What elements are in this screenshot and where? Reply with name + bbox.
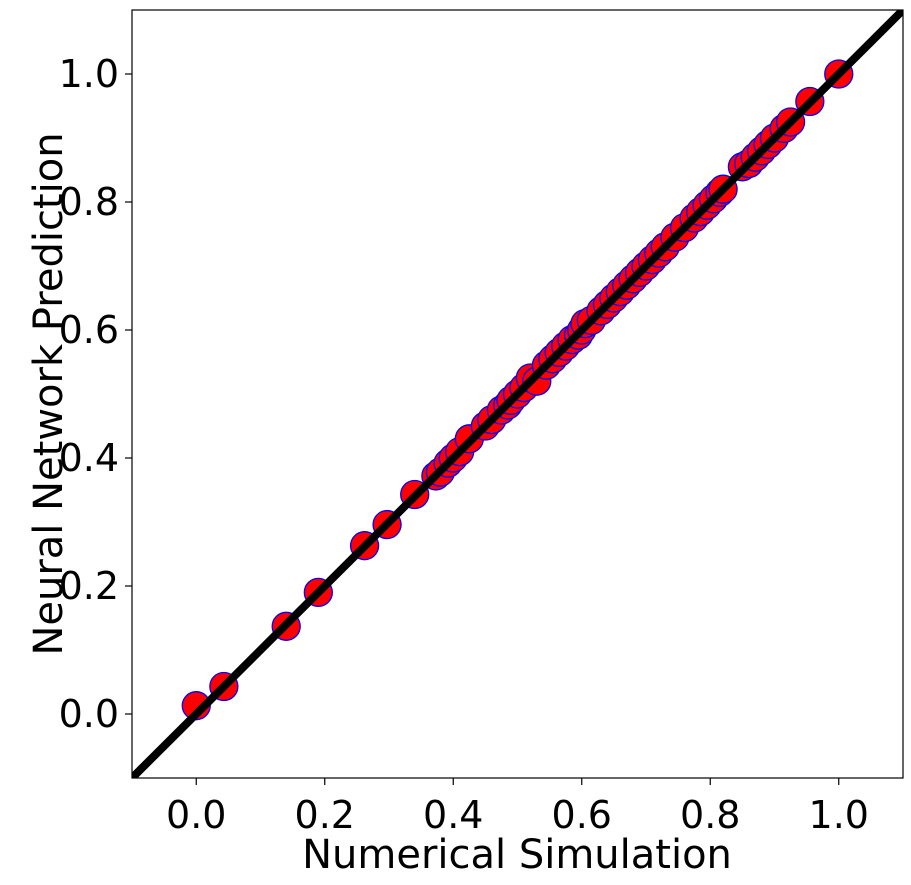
identity-line bbox=[132, 10, 903, 778]
y-tick-label: 0.8 bbox=[59, 180, 119, 224]
y-tick-label: 0.2 bbox=[59, 564, 119, 608]
x-tick-label: 0.4 bbox=[423, 793, 483, 837]
x-tick-label: 0.0 bbox=[166, 793, 226, 837]
x-tick-label: 0.6 bbox=[552, 793, 612, 837]
y-tick-label: 1.0 bbox=[59, 52, 119, 96]
y-tick-label: 0.6 bbox=[59, 308, 119, 352]
plot-frame bbox=[131, 9, 904, 779]
y-tick-label: 0.0 bbox=[59, 692, 119, 736]
y-axis-label: Neural Network Prediction bbox=[26, 132, 72, 655]
x-tick-label: 0.2 bbox=[295, 793, 355, 837]
x-tick-label: 1.0 bbox=[809, 793, 869, 837]
x-tick-label: 0.8 bbox=[680, 793, 740, 837]
x-axis-label: Numerical Simulation bbox=[302, 832, 732, 878]
y-tick-label: 0.4 bbox=[59, 436, 119, 480]
